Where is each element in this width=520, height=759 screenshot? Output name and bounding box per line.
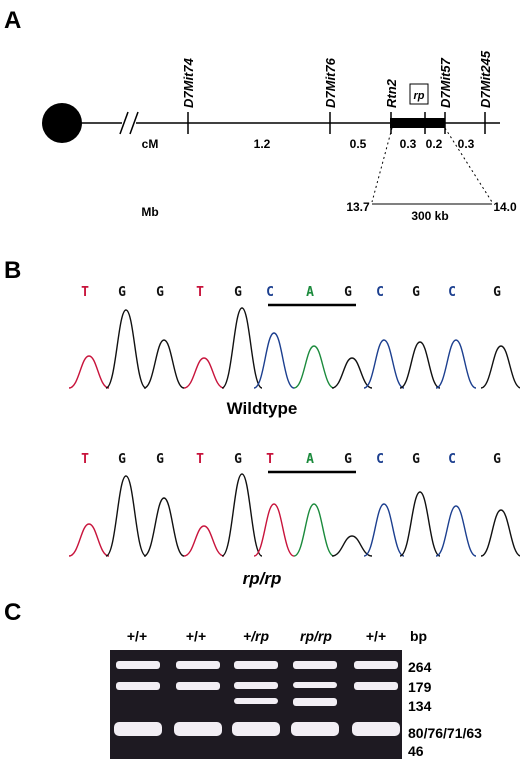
trace-peak: [399, 491, 441, 557]
panel-label: C: [4, 599, 21, 626]
marker-label: Rtn2: [384, 78, 399, 108]
base-call: C: [448, 285, 456, 300]
marker-label: D7Mit245: [478, 50, 493, 108]
size-label: 264: [408, 659, 432, 675]
trace-peak: [253, 503, 295, 557]
trace-peak: [435, 505, 477, 557]
zoom-line: [371, 127, 393, 203]
cm-distance: 0.2: [426, 137, 443, 151]
size-label: 134: [408, 698, 432, 714]
marker-label: D7Mit57: [438, 57, 453, 108]
lane-label: rp/rp: [300, 628, 332, 644]
trace-peak: [143, 339, 185, 389]
cm-distance: 0.5: [350, 137, 367, 151]
centromere: [42, 103, 82, 143]
base-call: C: [376, 285, 384, 300]
base-call: G: [344, 452, 352, 467]
trace-peak: [363, 339, 405, 389]
panel-label: A: [4, 7, 21, 34]
trace-peak: [331, 535, 373, 557]
trace-peak: [143, 497, 185, 557]
trace-peak: [105, 475, 147, 557]
mb-start: 13.7: [346, 200, 370, 214]
trace-peak: [221, 473, 263, 557]
trace-peak: [480, 509, 520, 557]
base-call: G: [493, 285, 501, 300]
trace-caption: Wildtype: [227, 399, 298, 418]
base-call: G: [118, 285, 126, 300]
lane-label: +/rp: [243, 628, 270, 644]
base-call: C: [376, 452, 384, 467]
base-call: G: [118, 452, 126, 467]
base-call: G: [156, 285, 164, 300]
cm-distance: 0.3: [400, 137, 417, 151]
size-unit: bp: [410, 628, 427, 644]
base-call: T: [81, 285, 89, 300]
base-call: A: [306, 285, 314, 300]
base-call: G: [412, 285, 420, 300]
base-call: T: [196, 452, 204, 467]
base-call: C: [266, 285, 274, 300]
trace-peak: [253, 332, 295, 389]
base-call: T: [196, 285, 204, 300]
break-mark: [129, 111, 139, 135]
size-label: 80/76/71/63: [408, 725, 482, 741]
trace-peak: [363, 503, 405, 557]
base-call: G: [412, 452, 420, 467]
marker-label: D7Mit74: [181, 57, 196, 108]
size-label: 46: [408, 743, 424, 759]
break-mark: [119, 111, 129, 135]
trace-peak: [399, 341, 441, 389]
base-call: G: [234, 285, 242, 300]
trace-peak: [68, 355, 110, 389]
base-call: G: [156, 452, 164, 467]
trace-peak: [435, 339, 477, 389]
rp-box: [409, 83, 429, 105]
base-call: C: [448, 452, 456, 467]
cm-label: cM: [142, 137, 159, 151]
trace-caption: rp/rp: [243, 569, 282, 588]
lane-label: +/+: [127, 628, 147, 644]
trace-peak: [221, 307, 263, 389]
base-call: T: [266, 452, 274, 467]
trace-peak: [183, 525, 225, 557]
panel-label: B: [4, 257, 21, 284]
size-label: 179: [408, 679, 432, 695]
trace-peak: [183, 357, 225, 389]
lane-label: +/+: [366, 628, 386, 644]
lane-label: +/+: [186, 628, 206, 644]
base-call: G: [344, 285, 352, 300]
trace-peak: [68, 523, 110, 557]
marker-label: D7Mit76: [323, 57, 338, 108]
mb-span: 300 kb: [411, 209, 448, 223]
mb-end: 14.0: [493, 200, 517, 214]
base-call: A: [306, 452, 314, 467]
marker-label: rp: [414, 90, 425, 102]
critical-region: [390, 118, 445, 128]
cm-distance: 0.3: [458, 137, 475, 151]
base-call: G: [234, 452, 242, 467]
trace-peak: [105, 309, 147, 389]
mb-label: Mb: [141, 205, 158, 219]
base-call: G: [493, 452, 501, 467]
cm-distance: 1.2: [254, 137, 271, 151]
trace-peak: [293, 503, 335, 557]
gel-bands: [114, 661, 400, 736]
marker-ticks: [187, 112, 486, 134]
trace-peak: [331, 357, 373, 389]
base-call: T: [81, 452, 89, 467]
trace-peak: [293, 345, 335, 389]
trace-peak: [480, 345, 520, 389]
